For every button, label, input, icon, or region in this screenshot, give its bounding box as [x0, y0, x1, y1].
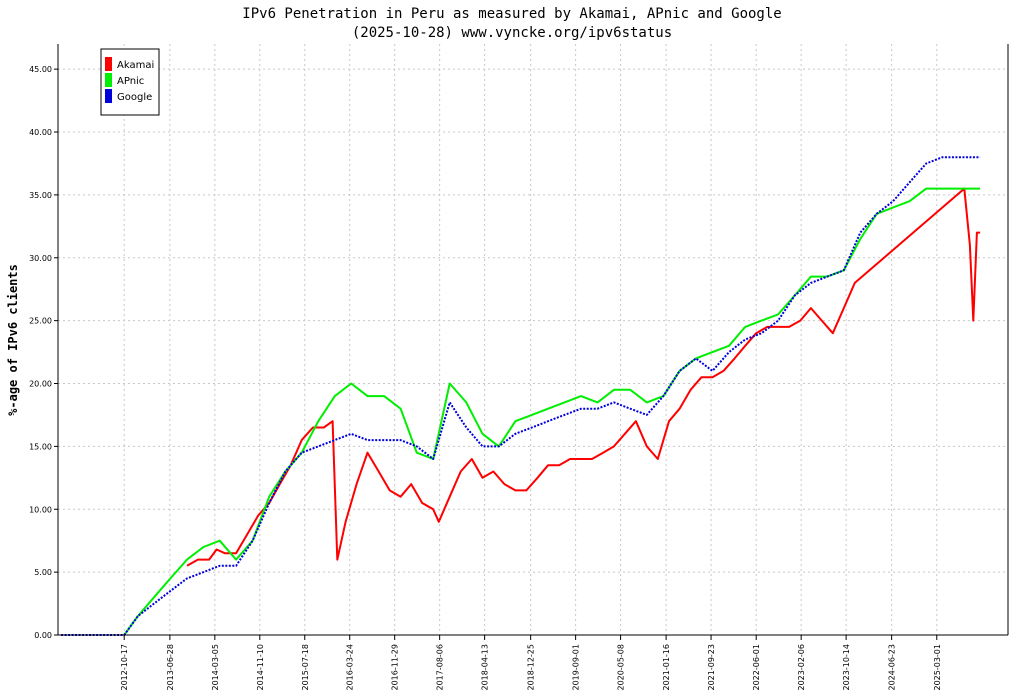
x-tick-label: 2023-10-14: [842, 644, 851, 691]
x-tick-label: 2014-11-10: [256, 644, 265, 691]
series-layer: [61, 156, 981, 636]
y-tick-label: 35.00: [29, 191, 52, 200]
y-tick-label: 20.00: [29, 380, 52, 389]
x-tick-label: 2021-01-16: [662, 644, 671, 691]
y-tick-label: 30.00: [29, 254, 52, 263]
legend-label-akamai: Akamai: [117, 60, 154, 71]
y-axis-label: %-age of IPv6 clients: [6, 264, 20, 416]
y-tick-label: 40.00: [29, 128, 52, 137]
y-tick-label: 5.00: [34, 568, 52, 577]
legend-label-google: Google: [117, 92, 152, 103]
x-tick-label: 2022-06-01: [752, 644, 761, 691]
x-tick-label: 2017-08-06: [436, 644, 445, 691]
y-tick-label: 0.00: [34, 631, 52, 640]
series-line-google: [61, 156, 981, 636]
axes: [54, 44, 1009, 640]
chart-subtitle: (2025-10-28) www.vyncke.org/ipv6status: [352, 25, 672, 41]
legend-swatch-apnic: [105, 73, 112, 87]
x-tick-label: 2012-10-17: [120, 644, 129, 691]
y-tick-labels: 0.00 5.00 10.00 15.00 20.00 25.00 30.00 35.00 40…: [29, 65, 52, 640]
x-tick-label: 2025-03-01: [933, 644, 942, 691]
x-tick-label: 2021-09-23: [707, 644, 716, 691]
y-tick-label: 25.00: [29, 317, 52, 326]
y-tick-label: 10.00: [29, 505, 52, 514]
x-tick-label: 2018-04-13: [481, 644, 490, 691]
legend-label-apnic: APnic: [117, 76, 144, 87]
grid: [58, 44, 1008, 635]
y-tick-label: 45.00: [29, 65, 52, 74]
x-tick-label: 2018-12-25: [527, 644, 536, 691]
legend-swatch-google: [105, 89, 112, 103]
x-tick-label: 2019-09-01: [572, 644, 581, 691]
series-line-akamai: [186, 187, 981, 567]
y-tick-label: 15.00: [29, 442, 52, 451]
x-tick-label: 2024-06-23: [888, 644, 897, 691]
x-tick-label: 2015-07-18: [301, 644, 310, 691]
x-tick-label: 2016-03-24: [346, 644, 355, 691]
chart-title: IPv6 Penetration in Peru as measured by …: [242, 6, 781, 22]
x-tick-label: 2016-11-29: [391, 644, 400, 691]
x-tick-labels: 2012-10-17 2013-06-28 2014-03-05 2014-11-10…: [120, 644, 942, 691]
x-tick-label: 2020-05-08: [617, 644, 626, 691]
legend-swatch-akamai: [105, 57, 112, 71]
x-tick-label: 2013-06-28: [166, 644, 175, 691]
x-tick-label: 2023-02-06: [797, 644, 806, 691]
series-line-apnic: [123, 187, 981, 636]
legend: Akamai APnic Google: [100, 48, 160, 116]
x-tick-label: 2014-03-05: [211, 644, 220, 691]
